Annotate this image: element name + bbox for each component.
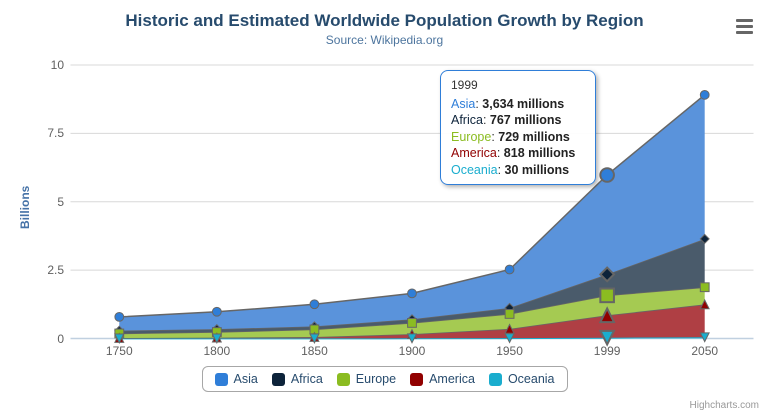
marker-europe-1950[interactable] bbox=[504, 309, 515, 319]
marker-america-2050[interactable] bbox=[699, 298, 710, 310]
legend-item-oceania[interactable]: Oceania bbox=[488, 372, 555, 386]
shared-tooltip: 1999 Asia: 3,634 millions Africa: 767 mil… bbox=[440, 70, 596, 185]
marker-oceania-1750[interactable] bbox=[114, 333, 125, 344]
menu-bar-icon bbox=[736, 31, 753, 34]
tooltip-title: 1999 bbox=[451, 78, 478, 92]
legend-item-europe[interactable]: Europe bbox=[336, 372, 397, 386]
marker-asia-1750[interactable] bbox=[114, 311, 125, 322]
marker-oceania-1850[interactable] bbox=[309, 333, 320, 344]
legend-swatch-icon bbox=[410, 372, 424, 386]
tooltip-row-europe: Europe: 729 millions bbox=[451, 129, 570, 144]
marker-africa-1999[interactable] bbox=[598, 266, 616, 283]
legend-item-asia[interactable]: Asia bbox=[214, 372, 258, 386]
credits-link[interactable]: Highcharts.com bbox=[689, 400, 759, 411]
marker-oceania-1800[interactable] bbox=[211, 333, 223, 344]
marker-asia-2050[interactable] bbox=[699, 89, 710, 100]
y-tick-label: 2.5 bbox=[47, 263, 64, 278]
x-tick-label: 1800 bbox=[203, 344, 231, 358]
chart-subtitle: Source: Wikipedia.org bbox=[325, 33, 444, 47]
legend-label: Oceania bbox=[507, 372, 555, 386]
legend-label: America bbox=[429, 372, 475, 386]
x-tick-label: 1850 bbox=[301, 344, 328, 358]
x-tick-label: 1750 bbox=[105, 344, 133, 358]
tooltip-row-africa: Africa: 767 millions bbox=[451, 113, 562, 127]
chart-title: Historic and Estimated Worldwide Populat… bbox=[125, 11, 644, 30]
legend-swatch-icon bbox=[488, 372, 502, 386]
marker-america-1999[interactable] bbox=[598, 306, 616, 324]
x-tick-label: 1999 bbox=[593, 344, 621, 358]
marker-oceania-1999[interactable] bbox=[598, 329, 616, 347]
marker-europe-1999[interactable] bbox=[599, 287, 615, 304]
marker-europe-1900[interactable] bbox=[407, 318, 417, 328]
x-tick-label: 1950 bbox=[496, 344, 523, 358]
x-tick-label: 1900 bbox=[398, 344, 426, 358]
marker-africa-2050[interactable] bbox=[699, 233, 710, 245]
tooltip-row-america: America: 818 millions bbox=[451, 146, 576, 160]
legend-label: Asia bbox=[233, 372, 258, 386]
y-tick-label: 10 bbox=[50, 58, 64, 72]
menu-bar-icon bbox=[736, 25, 753, 28]
marker-asia-1800[interactable] bbox=[211, 306, 222, 317]
menu-bar-icon bbox=[736, 19, 753, 22]
marker-oceania-1900[interactable] bbox=[406, 333, 418, 344]
marker-asia-1950[interactable] bbox=[504, 264, 515, 275]
context-menu-button[interactable] bbox=[734, 17, 755, 36]
marker-asia-1850[interactable] bbox=[309, 299, 320, 310]
legend-item-america[interactable]: America bbox=[410, 372, 475, 386]
legend-swatch-icon bbox=[214, 372, 228, 386]
legend-label: Africa bbox=[290, 372, 323, 386]
x-tick-label: 2050 bbox=[691, 344, 719, 358]
marker-asia-1999[interactable] bbox=[599, 167, 615, 183]
legend-label: Europe bbox=[355, 372, 397, 386]
y-tick-label: 5 bbox=[57, 194, 64, 209]
marker-europe-2050[interactable] bbox=[699, 282, 710, 293]
y-tick-label: 0 bbox=[57, 331, 64, 346]
series-area-africa[interactable] bbox=[119, 238, 705, 334]
marker-oceania-2050[interactable] bbox=[699, 332, 710, 343]
legend-item-africa[interactable]: Africa bbox=[271, 372, 323, 386]
series-area-asia[interactable] bbox=[119, 94, 705, 331]
tooltip-row-oceania: Oceania: 30 millions bbox=[451, 162, 570, 177]
marker-asia-1900[interactable] bbox=[407, 288, 417, 299]
marker-oceania-1950[interactable] bbox=[504, 333, 515, 344]
series-area-america[interactable] bbox=[119, 304, 705, 339]
tooltip-row-asia: Asia: 3,634 millions bbox=[451, 96, 565, 111]
legend-swatch-icon bbox=[336, 372, 350, 386]
y-tick-label: 7.5 bbox=[47, 126, 64, 141]
legend-swatch-icon bbox=[271, 372, 285, 386]
legend: Asia Africa Europe America Oceania bbox=[201, 366, 568, 392]
